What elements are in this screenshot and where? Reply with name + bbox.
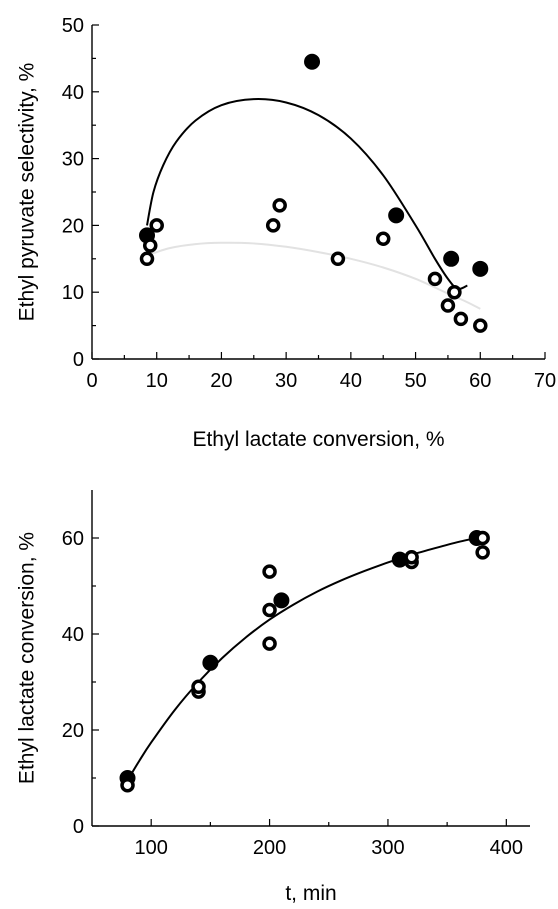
top-chart-y-axis-title: Ethyl pyruvate selectivity, % [15, 63, 38, 322]
bottom-chart-x-tick-label: 400 [490, 837, 523, 859]
top-chart-x-tick-label: 70 [534, 370, 556, 392]
top-chart-open-point [139, 251, 155, 267]
bottom-chart-y-axis-title: Ethyl lactate conversion, % [15, 532, 38, 784]
top-chart-open-point [265, 218, 281, 233]
bottom-chart: 0 20 40 60 100 200 300 400 t, min Ethyl lactate c… [15, 490, 530, 905]
bottom-chart-open-point [191, 679, 206, 695]
top-chart-x-axis-title: Ethyl lactate conversion, % [192, 428, 444, 451]
top-chart-y-tick-label: 50 [62, 15, 84, 37]
top-chart-open-point [272, 198, 287, 213]
top-chart-filled-point [443, 250, 460, 267]
top-chart-filled-point [304, 53, 321, 70]
bottom-chart-filled-point [273, 592, 290, 609]
top-chart-x-tick-label: 30 [275, 370, 297, 392]
top-chart-y-tick-label: 20 [62, 215, 84, 237]
bottom-chart-x-tick-label: 100 [135, 837, 168, 859]
top-chart-open-point [440, 298, 456, 313]
bottom-chart-x-axis-title: t, min [285, 882, 336, 905]
top-chart-filled-point [472, 260, 489, 277]
bottom-chart-x-tick-label: 200 [253, 837, 286, 859]
top-chart-y-tick-label: 30 [62, 149, 84, 171]
top-chart-x-tick-label: 40 [340, 370, 362, 392]
top-chart-open-point [473, 318, 488, 333]
top-chart: 0 10 20 30 40 50 0 10 20 30 40 50 60 70 Ethyl lactate … [15, 15, 556, 451]
bottom-chart-open-point [404, 549, 419, 565]
top-chart-open-point [330, 251, 346, 267]
top-chart-open-point [149, 218, 164, 233]
bottom-chart-fit-curve [126, 535, 483, 781]
bottom-chart-open-point [475, 545, 490, 560]
top-chart-x-tick-label: 20 [210, 370, 232, 392]
top-chart-x-tick-label: 10 [146, 370, 168, 392]
top-chart-x-tick-label: 0 [86, 370, 97, 392]
bottom-chart-y-tick-label: 60 [62, 528, 84, 550]
bottom-chart-open-point [262, 636, 277, 651]
top-chart-open-point [427, 271, 443, 287]
top-chart-open-point [453, 311, 469, 327]
top-chart-open-point [142, 238, 158, 253]
bottom-chart-y-tick-label: 40 [62, 624, 84, 646]
bottom-chart-y-tick-label: 0 [73, 816, 84, 838]
bottom-chart-open-point [262, 564, 277, 579]
top-chart-fit-curve [146, 98, 468, 291]
bottom-chart-open-point [262, 602, 277, 618]
bottom-chart-open-point [475, 530, 490, 546]
bottom-chart-filled-point [202, 654, 219, 671]
top-chart-x-tick-label: 50 [404, 370, 426, 392]
top-chart-x-tick-label: 60 [469, 370, 491, 392]
top-chart-open-point [375, 231, 391, 247]
top-chart-y-tick-label: 40 [62, 82, 84, 104]
bottom-chart-open-point [120, 777, 135, 793]
top-chart-y-tick-label: 0 [73, 349, 84, 371]
bottom-chart-y-tick-label: 20 [62, 720, 84, 742]
bottom-chart-x-tick-label: 300 [371, 837, 404, 859]
top-chart-open-point [447, 284, 462, 300]
top-chart-y-tick-label: 10 [62, 282, 84, 304]
top-chart-filled-point [388, 207, 405, 224]
